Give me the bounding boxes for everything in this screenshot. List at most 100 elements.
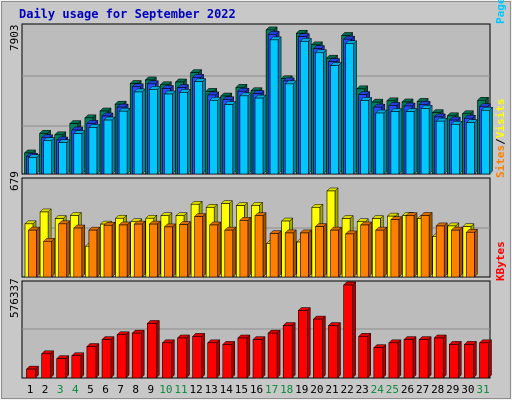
top-pages-bar-31 — [480, 106, 494, 175]
x-label-4: 4 — [72, 383, 79, 396]
x-label-29: 29 — [446, 383, 459, 396]
x-label-24: 24 — [371, 383, 385, 396]
top-legend-part-1: Pages — [494, 0, 507, 24]
top-pages-bar-6 — [103, 116, 116, 175]
middle-sites-bar-18 — [284, 229, 297, 278]
top-pages-bar-18 — [284, 80, 297, 175]
x-label-5: 5 — [87, 383, 94, 396]
top-pages-bar-27 — [420, 104, 433, 175]
top-pages-bar-21 — [329, 61, 343, 175]
bottom-kbytes-bar-27 — [418, 335, 432, 379]
x-label-14: 14 — [220, 383, 234, 396]
x-label-10: 10 — [159, 383, 172, 396]
bottom-panel: 576337 KBytes — [8, 241, 507, 379]
middle-legend-part-1: Sites — [494, 145, 507, 178]
x-label-1: 1 — [27, 383, 34, 396]
x-label-12: 12 — [189, 383, 202, 396]
bottom-kbytes-bar-11 — [176, 334, 191, 379]
bottom-kbytes-bar-16 — [252, 335, 266, 379]
top-pages-bar-10 — [163, 90, 177, 175]
bottom-kbytes-bar-19 — [297, 306, 311, 379]
top-pages-bar-24 — [375, 109, 388, 175]
top-pages-bar-17 — [269, 36, 282, 175]
x-label-13: 13 — [205, 383, 218, 396]
top-pages-bar-3 — [58, 138, 71, 175]
bottom-kbytes-bar-25 — [388, 339, 402, 379]
x-label-28: 28 — [431, 383, 444, 396]
middle-sites-bar-4 — [73, 224, 86, 278]
bottom-kbytes-bar-17 — [267, 329, 281, 379]
bottom-kbytes-bar-4 — [71, 352, 85, 379]
x-label-2: 2 — [42, 383, 49, 396]
bottom-kbytes-bar-12 — [191, 332, 206, 379]
top-pages-bar-26 — [405, 107, 418, 175]
bottom-kbytes-bar-20 — [312, 315, 327, 379]
top-pages-bar-13 — [209, 96, 222, 175]
middle-legend-part-2: / — [494, 138, 507, 145]
top-pages-bar-30 — [465, 119, 479, 175]
middle-sites-bar-28 — [435, 222, 448, 278]
middle-sites-bar-26 — [405, 212, 418, 278]
bottom-kbytes-bar-30 — [463, 340, 478, 379]
x-label-11: 11 — [174, 383, 187, 396]
bottom-kbytes-bar-21 — [327, 321, 342, 379]
x-label-23: 23 — [356, 383, 369, 396]
top-pages-bar-25 — [390, 107, 403, 175]
top-pages-bar-19 — [299, 37, 312, 175]
x-label-30: 30 — [461, 383, 474, 396]
x-label-20: 20 — [310, 383, 323, 396]
top-pages-bar-15 — [239, 92, 252, 175]
x-label-26: 26 — [401, 383, 414, 396]
top-pages-bar-2 — [42, 137, 56, 175]
bottom-kbytes-bar-2 — [40, 350, 55, 379]
top-pages-bar-28 — [435, 117, 448, 175]
bottom-kbytes-bar-5 — [86, 342, 100, 379]
top-pages-bar-5 — [88, 123, 101, 175]
middle-sites-bar-22 — [344, 230, 358, 278]
top-pages-bar-29 — [450, 120, 463, 175]
x-label-8: 8 — [132, 383, 139, 396]
middle-sites-bar-14 — [224, 226, 237, 278]
middle-sites-bar-30 — [465, 228, 479, 278]
middle-sites-bar-16 — [254, 212, 267, 278]
x-label-9: 9 — [147, 383, 154, 396]
bottom-max-label: 576337 — [8, 278, 21, 318]
x-label-27: 27 — [416, 383, 429, 396]
middle-sites-bar-13 — [209, 221, 222, 278]
x-label-16: 16 — [250, 383, 263, 396]
top-pages-bar-12 — [193, 78, 207, 175]
chart-title: Daily usage for September 2022 — [19, 7, 236, 21]
middle-sites-bar-20 — [314, 223, 328, 278]
x-label-7: 7 — [117, 383, 124, 396]
top-pages-bar-8 — [133, 88, 146, 175]
x-label-22: 22 — [340, 383, 353, 396]
bottom-kbytes-bar-24 — [373, 344, 387, 379]
bottom-kbytes-bar-26 — [403, 335, 417, 379]
top-pages-bar-23 — [360, 96, 373, 175]
top-pages-bar-4 — [73, 129, 86, 175]
middle-sites-bar-25 — [390, 216, 403, 278]
middle-sites-bar-24 — [375, 226, 388, 278]
bottom-legend-part-1: KBytes — [494, 241, 507, 281]
top-pages-bar-16 — [254, 94, 267, 175]
middle-sites-bar-21 — [329, 226, 343, 278]
bottom-kbytes-bar-10 — [161, 339, 176, 379]
top-pages-bar-14 — [224, 100, 237, 175]
x-label-19: 19 — [295, 383, 308, 396]
bottom-kbytes-bar-29 — [448, 340, 462, 379]
middle-legend: Sites/Visits — [494, 99, 507, 179]
middle-legend-part-3: Visits — [494, 99, 507, 139]
bottom-kbytes-bar-6 — [101, 335, 115, 379]
x-axis-labels: 1 2 3 4 5 6 7 8 9 10 11 12 13 14 15 16 17 18 19 20 21 22 23 24 2… — [27, 383, 490, 396]
x-label-6: 6 — [102, 383, 109, 396]
bottom-legend: KBytes — [494, 241, 507, 281]
top-pages-bar-22 — [344, 40, 358, 175]
x-label-15: 15 — [235, 383, 248, 396]
bottom-kbytes-bar-7 — [116, 331, 130, 379]
x-label-3: 3 — [57, 383, 64, 396]
middle-sites-bar-23 — [360, 221, 373, 278]
middle-sites-bar-7 — [118, 221, 131, 278]
top-pages-bar-20 — [314, 49, 328, 175]
